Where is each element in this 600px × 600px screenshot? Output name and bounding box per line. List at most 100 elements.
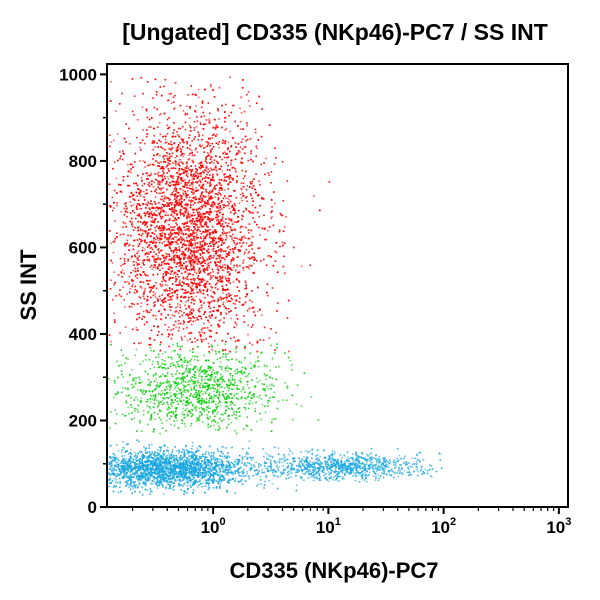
data-point xyxy=(195,171,197,173)
data-point xyxy=(222,238,224,241)
data-point xyxy=(247,252,249,255)
data-point xyxy=(179,259,181,261)
data-point xyxy=(186,217,188,220)
data-point xyxy=(234,168,237,170)
data-point xyxy=(192,193,194,195)
data-point xyxy=(258,360,260,362)
data-point xyxy=(219,206,222,209)
data-point xyxy=(202,166,204,168)
data-point xyxy=(237,415,240,418)
data-point xyxy=(157,153,159,155)
data-point xyxy=(215,231,217,234)
data-point xyxy=(176,214,178,216)
data-point xyxy=(268,337,271,339)
data-point xyxy=(194,214,196,217)
data-point xyxy=(191,341,193,343)
data-point xyxy=(252,217,254,219)
data-point xyxy=(160,401,162,403)
data-point xyxy=(249,299,251,302)
data-point xyxy=(207,301,210,304)
data-point xyxy=(167,178,170,180)
data-point xyxy=(208,329,211,332)
data-point xyxy=(122,221,125,224)
data-point xyxy=(116,133,119,135)
data-point xyxy=(137,174,139,177)
data-point xyxy=(227,156,230,158)
data-point xyxy=(208,142,211,145)
data-point xyxy=(146,221,148,224)
data-point xyxy=(161,224,163,227)
data-point xyxy=(158,165,161,167)
data-point xyxy=(179,348,182,351)
data-point xyxy=(223,230,225,233)
data-point xyxy=(217,109,219,112)
data-point xyxy=(192,232,194,234)
data-point xyxy=(201,278,204,281)
data-point xyxy=(237,249,240,251)
data-point xyxy=(276,310,278,312)
data-point xyxy=(187,225,190,228)
data-point xyxy=(253,256,256,259)
data-point xyxy=(176,181,178,184)
data-point xyxy=(168,253,170,256)
data-point xyxy=(246,138,249,141)
data-point xyxy=(226,268,229,270)
data-point xyxy=(191,242,193,245)
data-point xyxy=(252,324,254,326)
data-point xyxy=(129,220,131,223)
data-point xyxy=(160,161,162,163)
data-point xyxy=(221,158,223,161)
data-point xyxy=(250,326,253,328)
data-point xyxy=(220,194,222,196)
data-point xyxy=(202,279,205,281)
data-point xyxy=(268,255,271,257)
data-point xyxy=(174,236,176,238)
data-point xyxy=(190,201,192,203)
data-point xyxy=(213,306,215,309)
data-point xyxy=(287,299,290,302)
data-point xyxy=(207,226,209,228)
data-point xyxy=(235,197,238,199)
data-point xyxy=(190,412,192,415)
data-point xyxy=(217,261,219,263)
data-point xyxy=(147,183,150,186)
data-point xyxy=(204,296,206,299)
data-point xyxy=(211,134,214,136)
data-point xyxy=(194,110,196,112)
data-point xyxy=(110,279,112,281)
data-point xyxy=(230,144,233,147)
data-point xyxy=(193,129,195,132)
data-point xyxy=(211,156,213,159)
data-point xyxy=(159,183,161,186)
data-point xyxy=(138,342,140,345)
data-point xyxy=(184,292,187,294)
data-point xyxy=(167,299,170,301)
data-point xyxy=(198,200,201,203)
data-point xyxy=(230,310,232,312)
data-point xyxy=(200,335,202,338)
data-point xyxy=(238,250,240,253)
data-point xyxy=(184,335,186,338)
data-point xyxy=(188,241,191,243)
data-point xyxy=(279,212,282,215)
data-point xyxy=(174,311,177,313)
data-point xyxy=(242,194,245,197)
data-point xyxy=(177,144,180,146)
data-point xyxy=(140,302,143,304)
data-point xyxy=(209,162,211,164)
data-point xyxy=(161,299,163,302)
data-point xyxy=(136,252,138,255)
data-point xyxy=(149,343,152,346)
data-point xyxy=(212,362,215,364)
data-point xyxy=(255,191,257,194)
data-point xyxy=(183,193,185,196)
data-point xyxy=(172,215,175,218)
data-point xyxy=(201,225,203,228)
data-point xyxy=(245,170,247,173)
data-point xyxy=(202,212,205,215)
data-point xyxy=(162,255,165,257)
data-point xyxy=(146,310,149,312)
data-point xyxy=(140,176,143,179)
data-point xyxy=(244,403,247,405)
data-point xyxy=(166,329,169,331)
